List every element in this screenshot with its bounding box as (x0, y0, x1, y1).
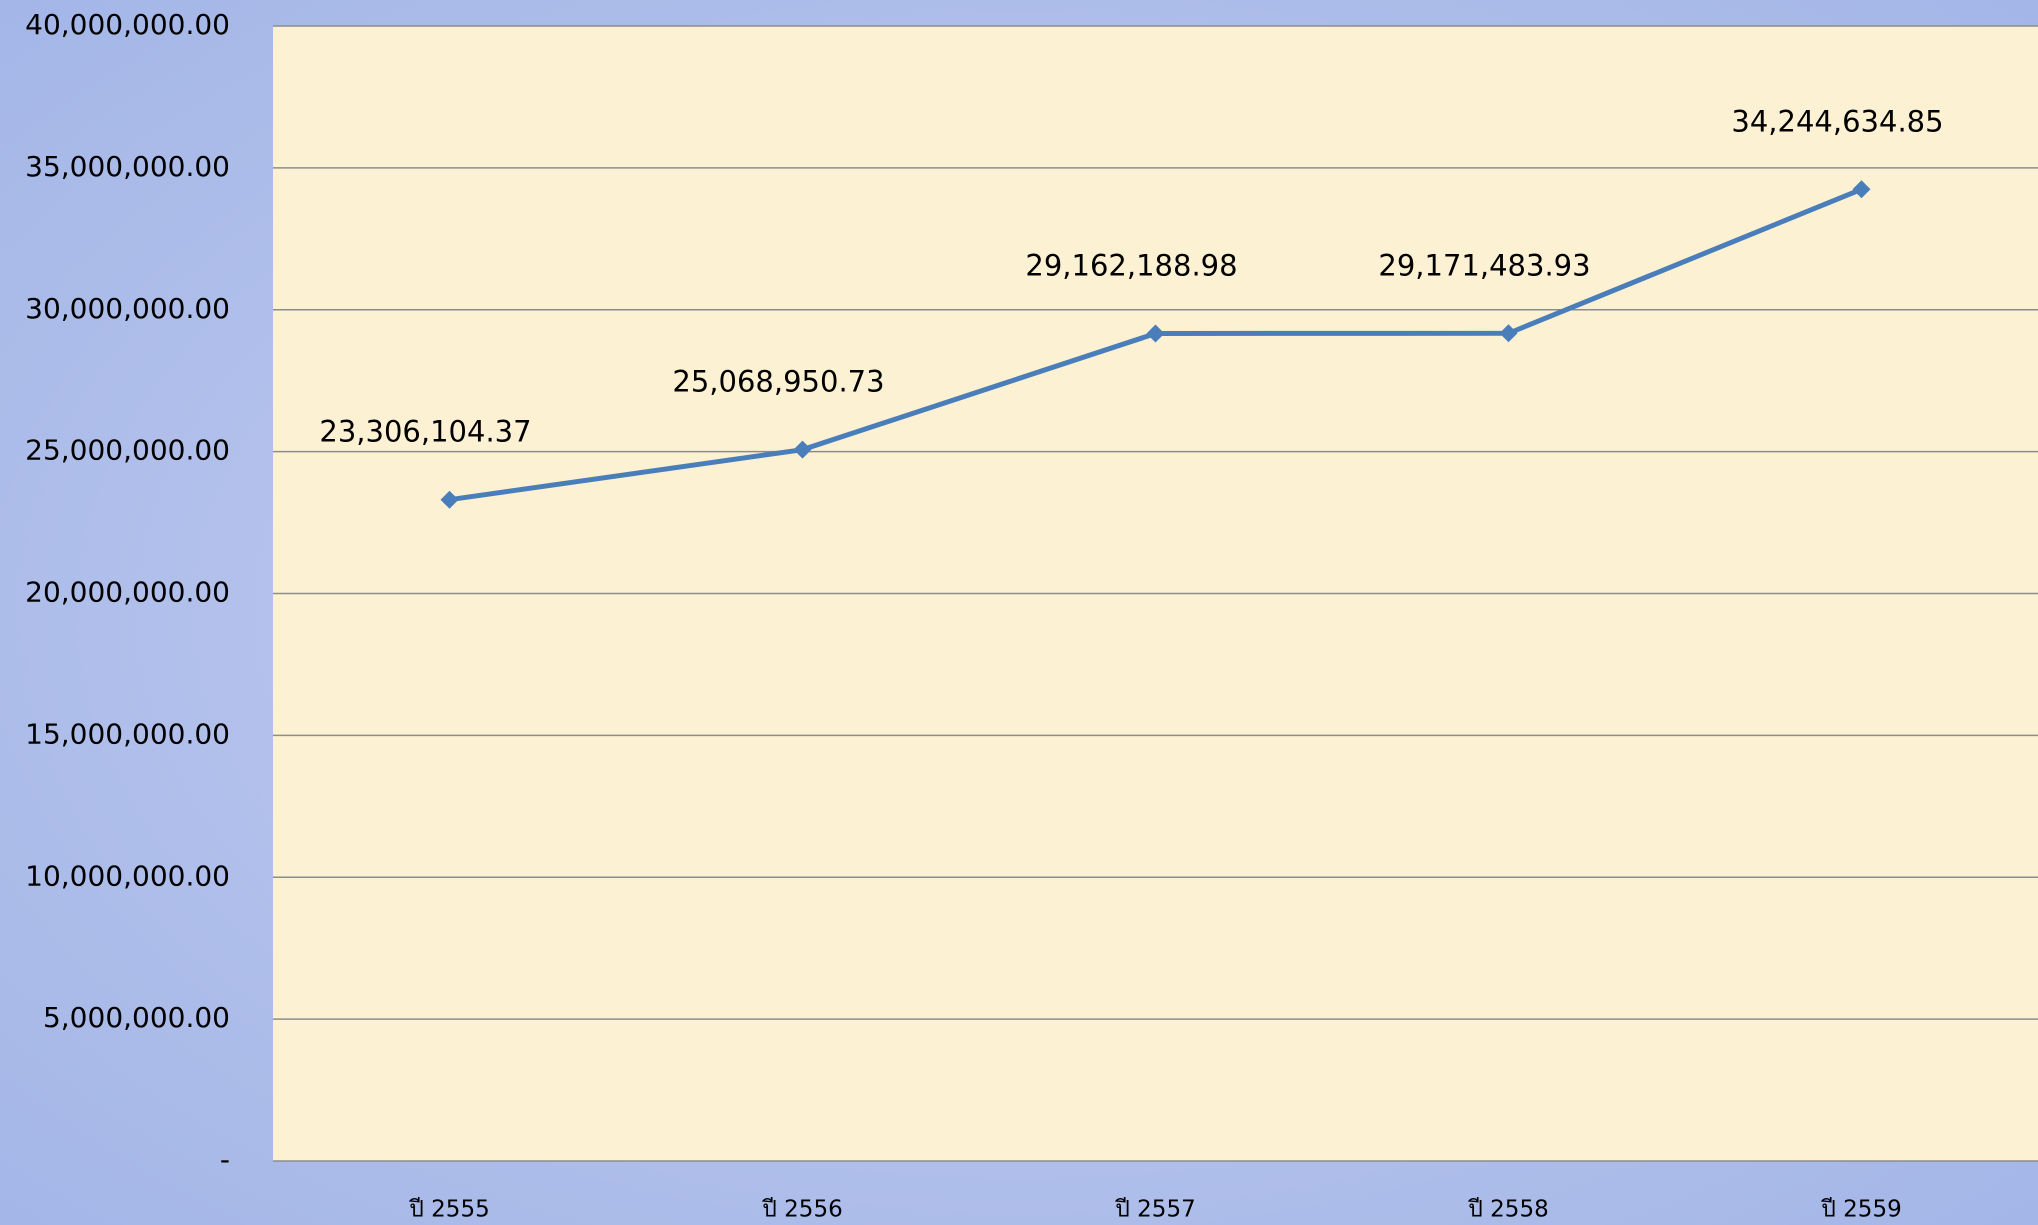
x-tick-label: ปี 2556 (762, 1197, 843, 1223)
y-tick-label: 10,000,000.00 (25, 859, 230, 892)
y-tick-label: - (220, 1143, 230, 1176)
marker (1852, 180, 1871, 199)
data-label: 29,171,483.93 (1378, 248, 1590, 282)
marker (1499, 324, 1518, 343)
y-tick-label: 25,000,000.00 (25, 434, 230, 467)
y-tick-label: 20,000,000.00 (25, 576, 230, 609)
y-tick-label: 5,000,000.00 (43, 1001, 230, 1034)
y-tick-label: 15,000,000.00 (25, 717, 230, 750)
data-label: 29,162,188.98 (1025, 249, 1237, 283)
data-label: 23,306,104.37 (319, 415, 531, 449)
data-label: 34,244,634.85 (1731, 104, 1943, 138)
marker (440, 490, 459, 509)
data-label: 25,068,950.73 (672, 365, 884, 399)
x-tick-label: ปี 2559 (1821, 1197, 1902, 1223)
y-tick-label: 35,000,000.00 (25, 150, 230, 183)
y-tick-label: 30,000,000.00 (25, 292, 230, 325)
x-tick-label: ปี 2555 (409, 1197, 490, 1223)
x-tick-label: ปี 2558 (1468, 1197, 1549, 1223)
x-tick-label: ปี 2557 (1115, 1197, 1196, 1223)
marker (793, 440, 812, 459)
marker (1146, 324, 1165, 343)
y-tick-label: 40,000,000.00 (25, 8, 230, 41)
